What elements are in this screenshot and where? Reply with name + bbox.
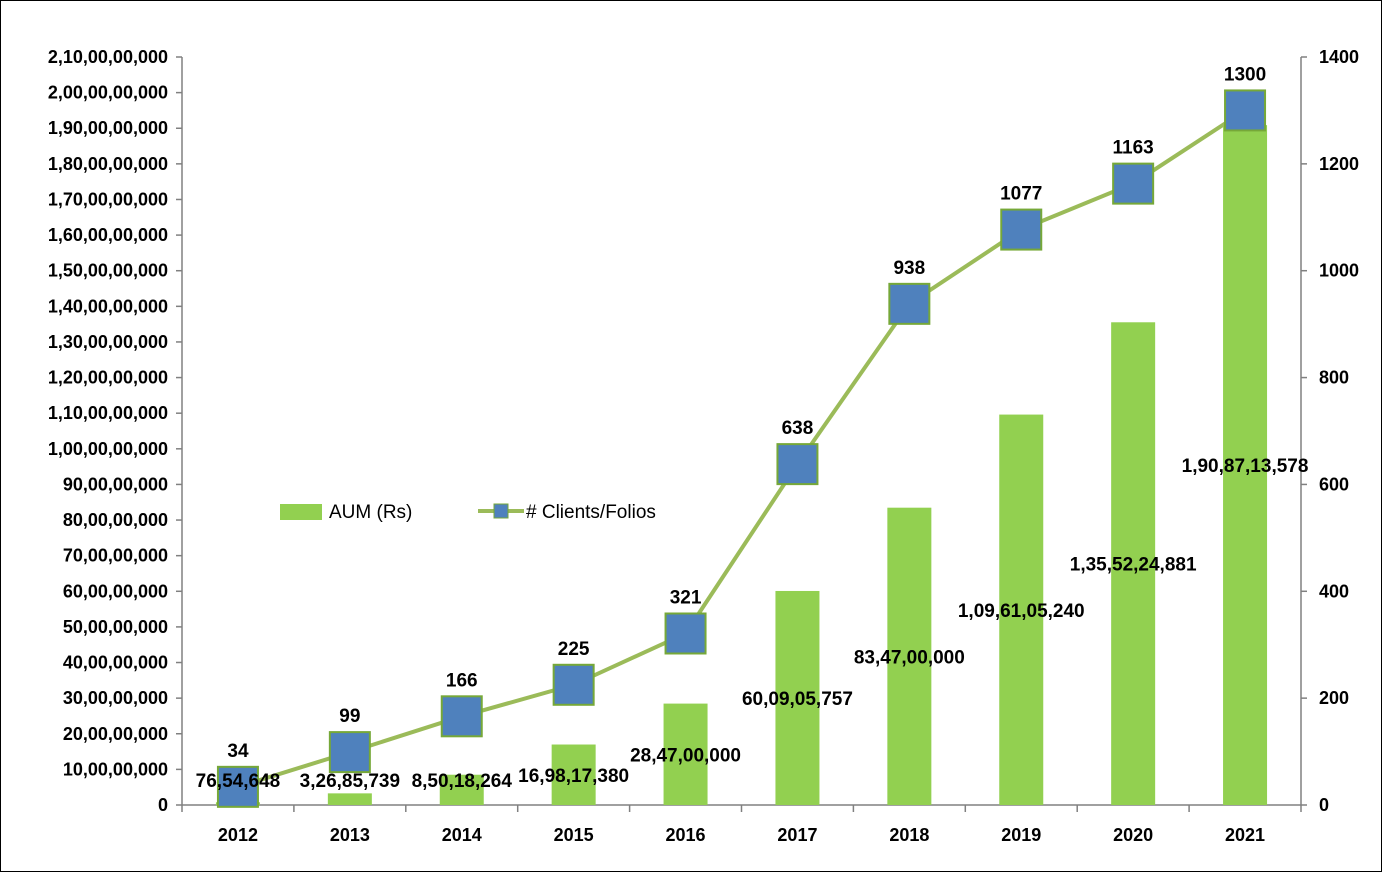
y-tick-label: 2,10,00,00,000 [48, 47, 168, 67]
aum-bar [663, 703, 708, 805]
x-tick-label: 2014 [442, 825, 482, 845]
y-tick-label: 1,70,00,00,000 [48, 189, 168, 209]
clients-data-label: 938 [893, 258, 925, 279]
y-tick-label: 80,00,00,000 [63, 510, 168, 530]
x-tick-label: 2018 [889, 825, 929, 845]
y2-tick-label: 1000 [1319, 261, 1359, 281]
aum-data-label: 1,09,61,05,240 [958, 601, 1085, 622]
y-tick-label: 10,00,00,000 [63, 759, 168, 779]
y-tick-label: 1,50,00,00,000 [48, 261, 168, 281]
y2-tick-label: 1400 [1319, 47, 1359, 67]
clients-data-label: 638 [782, 418, 814, 439]
aum-data-label: 60,09,05,757 [742, 689, 853, 710]
y-tick-label: 60,00,00,000 [63, 581, 168, 601]
y-tick-label: 50,00,00,000 [63, 617, 168, 637]
x-tick-label: 2017 [777, 825, 817, 845]
aum-bar [439, 774, 484, 805]
x-tick-label: 2012 [218, 825, 258, 845]
y-tick-label: 1,00,00,00,000 [48, 439, 168, 459]
aum-bar [999, 414, 1044, 805]
clients-marker [328, 731, 371, 774]
legend-marker-swatch [493, 503, 509, 519]
bars [215, 125, 1268, 805]
aum-bar [887, 507, 932, 805]
aum-data-label: 76,54,648 [196, 771, 281, 792]
clients-line [216, 89, 1267, 808]
clients-marker [776, 443, 819, 486]
y-tick-label: 30,00,00,000 [63, 688, 168, 708]
y2-tick-label: 1200 [1319, 154, 1359, 174]
y-tick-label: 1,80,00,00,000 [48, 154, 168, 174]
clients-data-label: 1163 [1113, 138, 1154, 159]
clients-marker [1000, 208, 1043, 251]
aum-bar [1111, 322, 1156, 805]
legend-bar-swatch [280, 504, 322, 520]
aum-data-label: 16,98,17,380 [518, 766, 629, 787]
x-tick-label: 2013 [330, 825, 370, 845]
y2-tick-label: 600 [1319, 474, 1349, 494]
legend-line-label: # Clients/Folios [526, 502, 656, 523]
y-tick-label: 1,90,00,00,000 [48, 118, 168, 138]
clients-data-label: 1300 [1224, 64, 1266, 85]
aum-data-label: 1,90,87,13,578 [1182, 456, 1309, 477]
y-tick-label: 90,00,00,000 [63, 474, 168, 494]
clients-marker [1112, 162, 1155, 205]
clients-data-label: 321 [670, 587, 702, 608]
y-tick-label: 1,30,00,00,000 [48, 332, 168, 352]
clients-marker [664, 612, 707, 655]
aum-data-label: 3,26,85,739 [300, 771, 400, 792]
clients-data-label: 166 [446, 670, 478, 691]
y2-tick-label: 800 [1319, 368, 1349, 388]
aum-bar [775, 590, 820, 805]
data-labels: 34 99 166 225 321 638 938 1077 1163 1300 76,54,648… [196, 64, 1309, 792]
y-tick-label: 20,00,00,000 [63, 724, 168, 744]
y-tick-label: 1,10,00,00,000 [48, 403, 168, 423]
aum-data-label: 28,47,00,000 [630, 745, 741, 766]
axes: 0 10,00,00,000 20,00,00,000 30,00,00,000 40,… [48, 47, 1359, 845]
clients-marker [1224, 89, 1267, 132]
y2-tick-label: 0 [1319, 795, 1329, 815]
aum-data-label: 8,50,18,264 [412, 771, 513, 792]
y-tick-label: 1,40,00,00,000 [48, 296, 168, 316]
aum-bar [551, 744, 596, 805]
y-tick-label: 40,00,00,000 [63, 653, 168, 673]
clients-data-label: 225 [558, 639, 590, 660]
y-tick-label: 1,20,00,00,000 [48, 368, 168, 388]
clients-data-label: 1077 [1000, 184, 1042, 205]
aum-data-label: 83,47,00,000 [854, 647, 965, 668]
aum-data-label: 1,35,52,24,881 [1070, 555, 1197, 576]
clients-data-label: 34 [227, 741, 249, 762]
y2-tick-label: 200 [1319, 688, 1349, 708]
x-tick-label: 2016 [666, 825, 706, 845]
y-tick-label: 2,00,00,00,000 [48, 83, 168, 103]
x-tick-label: 2020 [1113, 825, 1153, 845]
clients-marker [552, 663, 595, 706]
clients-marker [440, 695, 483, 738]
legend: AUM (Rs) # Clients/Folios [280, 502, 656, 523]
x-tick-label: 2019 [1001, 825, 1041, 845]
x-tick-label: 2015 [554, 825, 594, 845]
legend-bar-label: AUM (Rs) [329, 502, 412, 523]
clients-marker [888, 282, 931, 325]
clients-marker [216, 765, 259, 808]
x-tick-label: 2021 [1225, 825, 1265, 845]
y-tick-label: 70,00,00,000 [63, 546, 168, 566]
clients-data-label: 99 [339, 706, 360, 727]
y2-tick-label: 400 [1319, 581, 1349, 601]
aum-bar [327, 793, 372, 805]
y-tick-label: 1,60,00,00,000 [48, 225, 168, 245]
clients-line-path [237, 108, 1247, 789]
aum-bar [1223, 125, 1268, 805]
y-tick-label: 0 [158, 795, 168, 815]
